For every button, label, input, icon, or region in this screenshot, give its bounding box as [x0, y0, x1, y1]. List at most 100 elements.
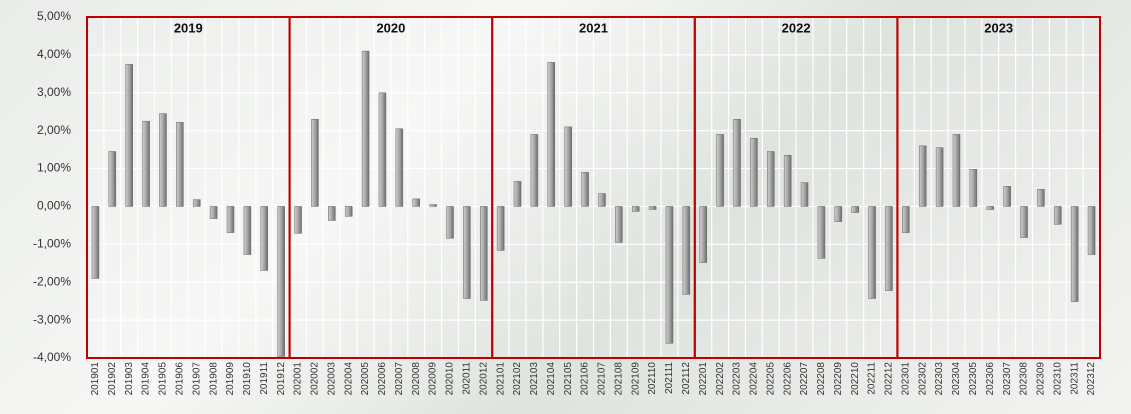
x-tick-label: 202305	[968, 362, 979, 396]
bar	[243, 206, 252, 255]
bar	[176, 122, 184, 207]
x-tick-label: 201902	[107, 362, 118, 396]
x-tick-label: 202008	[411, 362, 422, 396]
bar	[547, 62, 556, 207]
bar	[682, 206, 691, 295]
x-tick-label: 202201	[698, 362, 709, 396]
x-tick-label: 202004	[343, 362, 354, 396]
bar	[885, 206, 893, 291]
x-tick-label: 202302	[917, 362, 928, 396]
bar	[699, 206, 707, 263]
x-tick-label: 202102	[512, 362, 523, 396]
x-tick-label: 202306	[985, 362, 996, 396]
bar	[902, 206, 910, 233]
y-tick-label: 2,00%	[37, 123, 71, 137]
x-tick-label: 202007	[394, 362, 405, 396]
x-tick-label: 202110	[647, 362, 658, 395]
bar	[378, 92, 387, 207]
x-tick-label: 202211	[867, 362, 878, 395]
x-tick-label: 202209	[833, 362, 844, 396]
bar	[125, 64, 133, 207]
bar	[665, 206, 674, 344]
x-tick-label: 202303	[934, 362, 945, 396]
bar	[581, 172, 589, 207]
bar	[935, 147, 944, 207]
bar	[986, 206, 995, 210]
x-tick-label: 202003	[326, 362, 337, 396]
bar	[648, 206, 657, 210]
bar	[851, 206, 859, 213]
bar	[192, 199, 201, 207]
x-tick-label: 201907	[191, 362, 202, 396]
bar	[631, 206, 640, 212]
year-frame	[896, 16, 1102, 359]
bar	[480, 206, 488, 301]
x-tick-label: 202002	[310, 362, 321, 396]
x-tick-label: 202103	[529, 362, 540, 396]
bar	[496, 206, 505, 251]
x-tick-label: 202205	[765, 362, 776, 396]
bar	[952, 134, 961, 207]
x-tick-label: 202112	[681, 362, 692, 395]
bar	[530, 134, 539, 207]
y-tick-label: 0,00%	[37, 199, 71, 213]
bar	[395, 128, 404, 207]
year-label: 2019	[174, 20, 203, 35]
x-tick-label: 202307	[1002, 362, 1013, 396]
bar	[1003, 186, 1011, 207]
x-tick-label: 202006	[377, 362, 388, 396]
x-tick-label: 202301	[900, 362, 911, 396]
bar	[783, 155, 792, 207]
bar	[969, 169, 978, 207]
x-tick-label: 202207	[799, 362, 810, 396]
bar	[1054, 206, 1062, 225]
year-label: 2020	[376, 20, 405, 35]
bar	[598, 193, 606, 207]
x-tick-label: 202210	[850, 362, 861, 396]
bar	[733, 119, 741, 207]
x-tick-label: 202101	[495, 362, 506, 396]
x-tick-label: 202204	[749, 362, 760, 396]
bar	[564, 126, 572, 207]
bar	[108, 151, 117, 207]
bar	[513, 181, 522, 207]
bar	[615, 206, 623, 243]
bar	[277, 206, 285, 357]
x-tick-label: 202011	[462, 362, 473, 395]
x-tick-label: 202312	[1086, 362, 1097, 396]
bar	[767, 151, 775, 207]
x-tick-label: 202005	[360, 362, 371, 396]
x-tick-label: 202010	[445, 362, 456, 396]
x-tick-label: 202308	[1019, 362, 1030, 396]
x-tick-label: 202311	[1069, 362, 1080, 395]
bar	[328, 206, 336, 221]
year-label: 2021	[579, 20, 608, 35]
bar	[834, 206, 843, 222]
x-tick-label: 201906	[174, 362, 185, 396]
bar	[209, 206, 218, 219]
bar	[91, 206, 100, 279]
x-tick-label: 201904	[141, 362, 152, 396]
y-tick-label: 5,00%	[37, 9, 71, 23]
y-tick-label: -2,00%	[33, 274, 71, 288]
bar	[159, 113, 167, 207]
y-tick-label: -3,00%	[33, 312, 71, 326]
bar	[750, 137, 758, 207]
y-tick-label: -4,00%	[33, 350, 71, 364]
year-label: 2022	[782, 20, 811, 35]
bar	[1037, 189, 1045, 207]
x-tick-label: 202009	[428, 362, 439, 396]
x-tick-label: 202106	[580, 362, 591, 396]
bar	[716, 134, 724, 207]
bar	[800, 182, 809, 207]
bar	[1087, 206, 1096, 255]
bar	[361, 50, 370, 207]
bar	[429, 204, 437, 207]
x-tick-label: 202105	[563, 362, 574, 396]
bar	[1020, 206, 1028, 238]
y-tick-label: 3,00%	[37, 85, 71, 99]
x-tick-label: 202012	[478, 362, 489, 396]
x-tick-label: 201908	[208, 362, 219, 396]
x-tick-label: 202304	[951, 362, 962, 396]
